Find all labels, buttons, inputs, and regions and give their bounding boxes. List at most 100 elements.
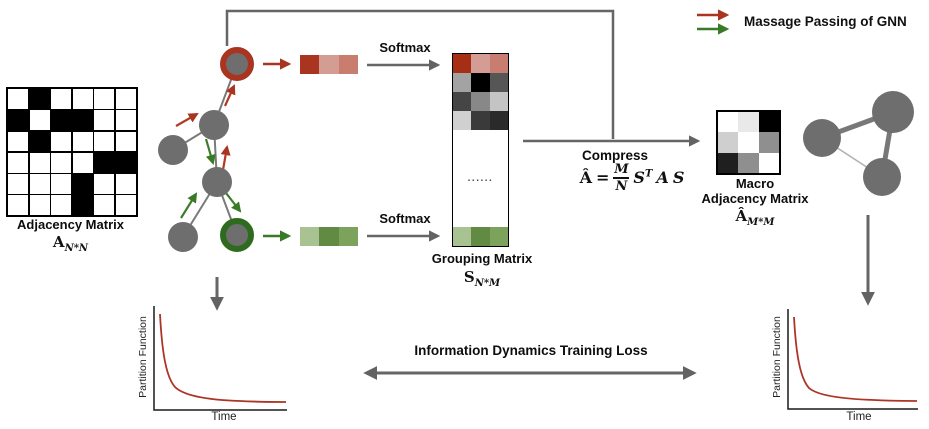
compress-formula: Â = M N ST A S xyxy=(552,163,712,193)
matrix-cell xyxy=(115,110,136,130)
matrix-cell xyxy=(72,195,93,215)
macro-graph-node xyxy=(803,119,841,157)
macro-matrix-title-line2: Adjacency Matrix xyxy=(701,191,809,206)
matrix-cell xyxy=(51,152,72,173)
message-arrow-red xyxy=(223,84,236,107)
matrix-cell xyxy=(94,195,115,215)
fraction-bar xyxy=(613,177,630,179)
matrix-cell xyxy=(471,92,490,111)
matrix-cell xyxy=(300,55,320,74)
grouping-matrix-gap: ...... xyxy=(453,130,508,227)
message-arrow-green xyxy=(225,192,242,213)
matrix-cell xyxy=(51,89,72,109)
red-target-node xyxy=(220,47,254,81)
matrix-cell xyxy=(471,73,490,92)
formula-equals: = xyxy=(596,168,610,188)
macro-matrix-title-line1: Macro xyxy=(735,176,775,191)
formula-a-hat: Â xyxy=(579,168,592,188)
adjacency-matrix-symbol: AN*N xyxy=(52,233,89,254)
matrix-cell xyxy=(300,227,320,246)
graph-node xyxy=(168,222,198,252)
ellipsis-dots: ...... xyxy=(467,172,494,184)
formula-denominator: N xyxy=(615,178,628,194)
matrix-cell xyxy=(29,152,50,173)
message-arrow-red xyxy=(220,145,231,171)
matrix-cell xyxy=(94,152,115,173)
legend-label: Massage Passing of GNN xyxy=(744,14,907,29)
matrix-cell xyxy=(738,112,759,133)
matrix-cell xyxy=(72,174,93,194)
matrix-cell xyxy=(338,227,358,246)
matrix-cell xyxy=(489,227,508,246)
input-graph xyxy=(158,47,254,252)
right-plot-xlabel: Time xyxy=(846,411,872,423)
matrix-cell xyxy=(29,110,50,130)
message-arrow-green xyxy=(180,192,198,219)
partition-curve xyxy=(159,313,287,403)
matrix-cell xyxy=(338,55,358,74)
matrix-cell xyxy=(29,174,50,194)
grouping-matrix-title: Grouping Matrix xyxy=(431,251,533,266)
matrix-cell xyxy=(758,152,779,173)
plot-axes xyxy=(153,306,287,411)
macro-adjacency-matrix xyxy=(716,110,781,175)
graph-node xyxy=(202,167,232,197)
softmax-label-bottom: Softmax xyxy=(379,211,431,226)
matrix-cell xyxy=(319,227,339,246)
matrix-cell xyxy=(94,131,115,152)
matrix-cell xyxy=(8,152,29,173)
matrix-cell xyxy=(453,92,472,111)
matrix-cell xyxy=(718,132,739,153)
softmax-label-top: Softmax xyxy=(379,40,431,55)
grouping-matrix-bottom-row xyxy=(453,227,508,246)
matrix-cell xyxy=(72,131,93,152)
matrix-cell xyxy=(115,89,136,109)
green-target-node xyxy=(220,218,254,252)
matrix-cell xyxy=(758,132,779,153)
right-plot-ylabel: Partition Function xyxy=(771,316,783,398)
message-arrow-green xyxy=(204,138,216,165)
left-plot-ylabel: Partition Function xyxy=(137,316,149,398)
formula-s: S xyxy=(672,168,685,188)
matrix-cell xyxy=(319,55,339,74)
matrix-cell xyxy=(738,132,759,153)
matrix-cell xyxy=(489,111,508,130)
partition-plot-right xyxy=(787,309,918,410)
macro-graph-node xyxy=(872,91,914,133)
matrix-cell xyxy=(94,89,115,109)
formula-fraction: M N xyxy=(613,163,630,194)
graph-node xyxy=(199,110,229,140)
matrix-cell xyxy=(51,174,72,194)
message-arrow-red xyxy=(175,112,199,127)
matrix-cell xyxy=(8,195,29,215)
compress-label: Compress xyxy=(581,148,649,163)
matrix-cell xyxy=(8,89,29,109)
matrix-cell xyxy=(758,112,779,133)
grouping-matrix-top-rows xyxy=(453,54,508,130)
grouping-matrix: ...... xyxy=(452,53,509,247)
feedback-loop-line xyxy=(225,9,615,139)
matrix-cell xyxy=(453,54,472,73)
macro-graph xyxy=(803,91,914,196)
macro-graph-node xyxy=(863,158,901,196)
matrix-cell xyxy=(489,54,508,73)
matrix-cell xyxy=(115,131,136,152)
matrix-cell xyxy=(453,111,472,130)
matrix-cell xyxy=(738,152,759,173)
matrix-cell xyxy=(471,54,490,73)
matrix-cell xyxy=(489,73,508,92)
formula-a: A xyxy=(656,168,669,188)
matrix-cell xyxy=(453,227,472,246)
matrix-cell xyxy=(718,152,739,173)
matrix-cell xyxy=(8,131,29,152)
plot-axes xyxy=(787,309,918,410)
adjacency-matrix-title: Adjacency Matrix xyxy=(17,217,124,232)
matrix-cell xyxy=(72,110,93,130)
matrix-cell xyxy=(8,110,29,130)
matrix-cell xyxy=(72,89,93,109)
matrix-cell xyxy=(489,92,508,111)
grouping-matrix-symbol: SN*M xyxy=(463,268,501,289)
matrix-cell xyxy=(115,152,136,173)
